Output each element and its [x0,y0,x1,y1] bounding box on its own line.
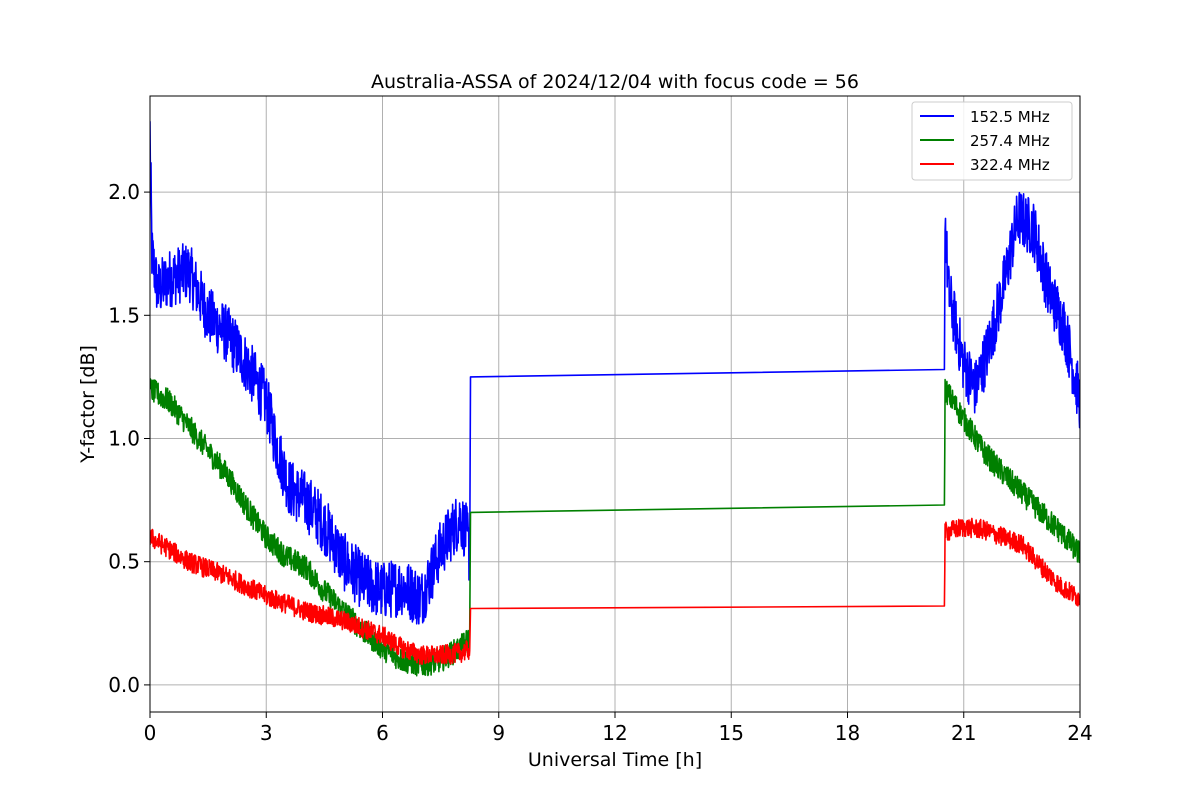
y-tick-label: 0.0 [108,673,140,697]
grid-layer [149,96,1081,712]
legend-box [911,101,1073,181]
x-tick-label: 15 [719,721,744,745]
y-tick-label: 2.0 [108,180,140,204]
x-tick-label: 9 [492,721,505,745]
x-tick-label: 24 [1067,721,1092,745]
x-tick-label: 18 [835,721,860,745]
x-tick-label: 0 [144,721,157,745]
series-line-0 [150,121,1080,625]
x-tick-label: 6 [376,721,389,745]
y-tick-label: 1.0 [108,426,140,450]
x-tick-label: 21 [951,721,976,745]
ticks-layer: 0 3 6 9 12 15 18 21 24 0.0 0.5 1.0 1.5 2.0 [108,180,1093,745]
series-line-2 [150,517,1080,666]
y-tick-label: 0.5 [108,550,140,574]
x-tick-label: 12 [602,721,627,745]
x-axis-label: Universal Time [h] [528,749,702,771]
series-layer [150,121,1080,677]
legend-label-257: 257.4 MHz [970,132,1050,150]
series-line-1 [150,378,1080,677]
legend-label-322: 322.4 MHz [970,156,1050,174]
chart-title: Australia-ASSA of 2024/12/04 with focus … [371,71,859,93]
legend-label-152: 152.5 MHz [970,108,1050,126]
x-tick-label: 3 [260,721,273,745]
legend: 152.5 MHz 257.4 MHz 322.4 MHz [911,101,1073,181]
y-tick-label: 1.5 [108,303,140,327]
y-axis-label: Y-factor [dB] [77,345,99,464]
